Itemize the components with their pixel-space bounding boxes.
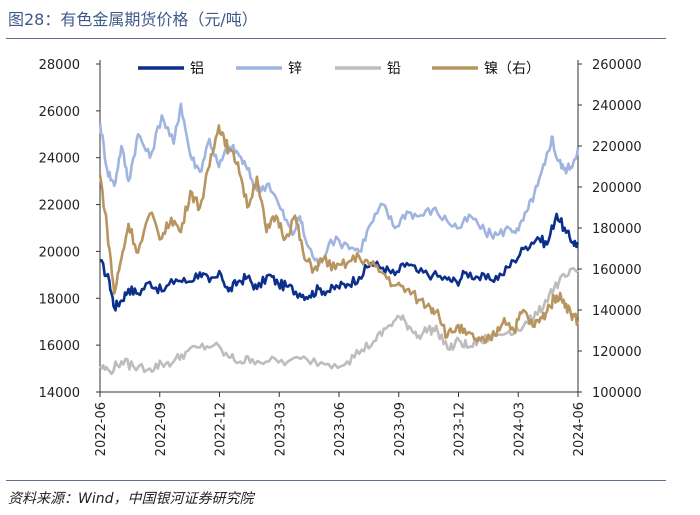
left-tick-label: 20000: [39, 245, 80, 260]
series-line-1: [99, 212, 580, 312]
x-tick-label: 2023-03: [273, 402, 288, 456]
right-tick-label: 160000: [592, 263, 642, 278]
right-axis-ticks: 100000 120000 140000 160000 180000 200000 2200…: [578, 58, 642, 401]
series-line-4: [98, 124, 580, 345]
series-line-3: [98, 266, 579, 376]
x-tick-label: 2024-03: [512, 402, 527, 456]
x-tick-label: 2022-06: [94, 402, 109, 456]
x-axis-ticks: 2022-06 2022-09 2022-12 2023-03 2023-06 2023-…: [94, 392, 587, 456]
right-tick-label: 140000: [592, 304, 642, 319]
left-tick-label: 22000: [39, 199, 80, 214]
x-tick-label: 2024-06: [572, 402, 587, 456]
footer-divider: [6, 480, 666, 481]
legend-label-4: 镍（右）: [484, 61, 540, 77]
left-tick-label: 26000: [39, 105, 80, 120]
series-line-2: [98, 102, 580, 267]
source-note: 资料来源：Wind，中国银河证券研究院: [8, 491, 254, 507]
legend: 铝 锌 铅 镍（右）: [138, 61, 540, 77]
right-tick-label: 220000: [592, 140, 642, 155]
right-tick-label: 180000: [592, 222, 642, 237]
left-tick-label: 28000: [39, 58, 80, 73]
legend-label-1: 铝: [190, 61, 204, 77]
left-tick-label: 16000: [39, 339, 80, 354]
chart-title: 图28：有色金属期货价格（元/吨）: [8, 10, 258, 29]
left-tick-label: 24000: [39, 152, 80, 167]
x-tick-label: 2022-09: [154, 402, 169, 456]
legend-label-3: 铅: [387, 61, 401, 77]
legend-label-2: 锌: [288, 61, 302, 77]
plot-area: [98, 60, 580, 393]
x-tick-label: 2023-06: [333, 402, 348, 456]
right-tick-label: 100000: [592, 386, 642, 401]
left-tick-label: 18000: [39, 292, 80, 307]
right-tick-label: 120000: [592, 345, 642, 360]
x-tick-label: 2023-12: [453, 402, 468, 456]
right-tick-label: 240000: [592, 99, 642, 114]
x-tick-label: 2023-09: [393, 402, 408, 456]
header-divider: [6, 38, 666, 39]
chart-svg: 14000 16000 18000 20000 22000 24000 26000 28000…: [39, 58, 642, 456]
x-tick-label: 2022-12: [214, 402, 229, 456]
left-tick-label: 14000: [39, 386, 80, 401]
left-axis-ticks: 14000 16000 18000 20000 22000 24000 26000 28000: [39, 58, 100, 401]
right-tick-label: 260000: [592, 58, 642, 73]
right-tick-label: 200000: [592, 181, 642, 196]
